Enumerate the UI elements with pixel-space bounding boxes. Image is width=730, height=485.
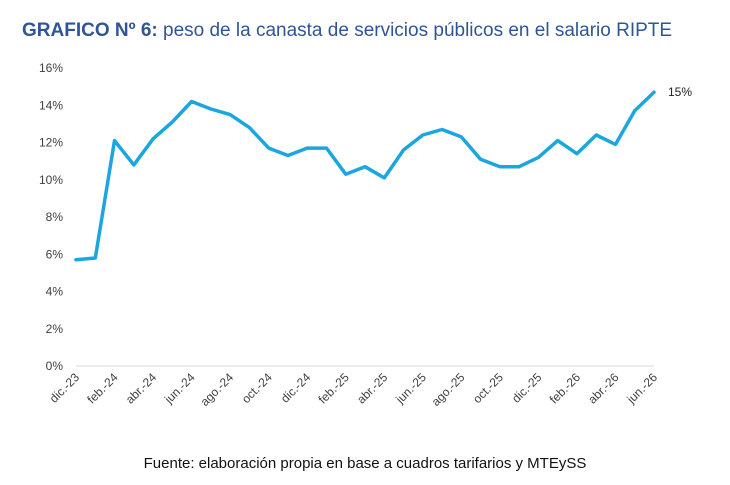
y-tick-label: 0% bbox=[46, 359, 64, 373]
x-tick-label: abr.-25 bbox=[354, 370, 391, 407]
x-tick-label: oct.-24 bbox=[239, 370, 275, 406]
x-tick-label: jun.-26 bbox=[624, 370, 661, 407]
x-tick-label: jun.-25 bbox=[392, 370, 429, 407]
chart-title: GRAFICO Nº 6: peso de la canasta de serv… bbox=[22, 20, 672, 42]
y-tick-label: 2% bbox=[46, 322, 64, 336]
x-tick-label: feb.-26 bbox=[547, 370, 584, 407]
x-tick-label: abr.-24 bbox=[123, 370, 160, 407]
y-tick-label: 6% bbox=[46, 247, 64, 261]
end-value-label: 15% bbox=[668, 85, 692, 99]
line-chart: 0%2%4%6%8%10%12%14%16% dic.-23 feb.-24 abr… bbox=[39, 61, 692, 409]
y-tick-label: 8% bbox=[46, 210, 64, 224]
x-tick-label: ago.-25 bbox=[429, 370, 468, 409]
x-tick-label: dic.-25 bbox=[509, 370, 545, 406]
x-tick-label: oct.-25 bbox=[470, 370, 506, 406]
y-tick-label: 10% bbox=[39, 173, 63, 187]
y-tick-label: 4% bbox=[46, 285, 64, 299]
y-axis: 0% 2% 4% 6% 8% 10% 12% 14% 16% bbox=[39, 61, 63, 373]
x-tick-label: abr.-26 bbox=[585, 370, 622, 407]
x-tick-label: feb.-25 bbox=[316, 370, 353, 407]
y-tick-label: 12% bbox=[39, 136, 63, 150]
x-tick-label: feb.-24 bbox=[84, 370, 121, 407]
x-tick-label: ago.-24 bbox=[198, 370, 237, 409]
x-tick-label: jun.-24 bbox=[161, 370, 198, 407]
x-tick-label: dic.-24 bbox=[278, 370, 314, 406]
x-axis: dic.-23 feb.-24 abr.-24 jun.-24 ago.-24 oct.-… bbox=[47, 370, 661, 409]
chart-title-number: GRAFICO Nº 6: bbox=[22, 20, 158, 41]
y-tick-label: 14% bbox=[39, 98, 63, 112]
y-tick-label: 16% bbox=[39, 61, 63, 75]
source-note: Fuente: elaboración propia en base a cua… bbox=[143, 455, 587, 472]
series-line bbox=[74, 90, 656, 262]
chart-title-text: peso de la canasta de servicios públicos… bbox=[157, 20, 673, 41]
x-tick-label: dic.-23 bbox=[47, 370, 83, 406]
